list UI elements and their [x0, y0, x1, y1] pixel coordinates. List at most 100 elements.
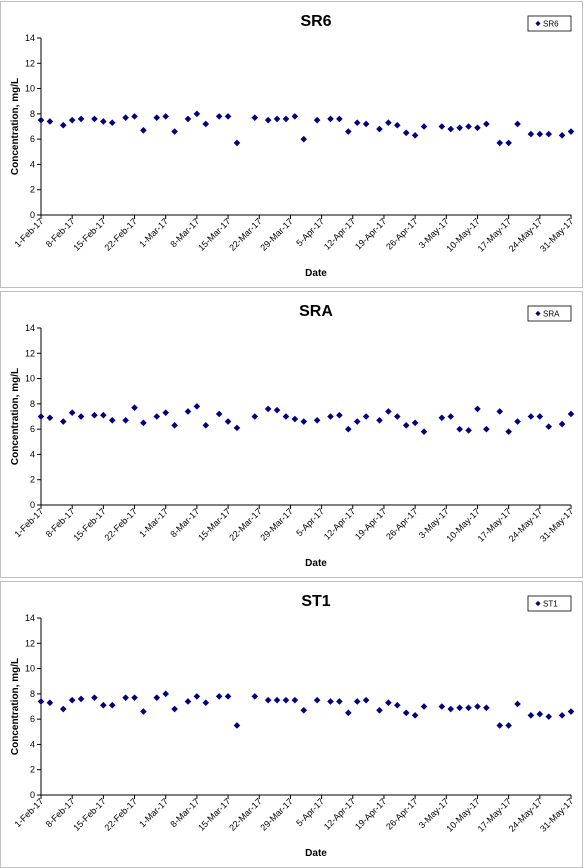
- data-point: [505, 139, 512, 147]
- data-point: [202, 422, 210, 429]
- data-point: [394, 701, 401, 709]
- data-point: [46, 118, 54, 125]
- data-point: [100, 701, 107, 709]
- x-axis-label: Date: [305, 848, 327, 859]
- y-tick-label: 10: [25, 374, 35, 384]
- data-point: [140, 126, 147, 134]
- x-tick-label: 5-Apr-17: [294, 506, 326, 538]
- data-point: [447, 705, 455, 713]
- data-point: [420, 428, 428, 435]
- y-tick-label: 10: [25, 84, 35, 94]
- data-point: [37, 116, 45, 124]
- x-tick-label: 19-Apr-17: [353, 796, 388, 831]
- data-point: [291, 696, 299, 704]
- data-point: [438, 703, 446, 710]
- data-point: [483, 120, 490, 128]
- data-point: [273, 115, 281, 123]
- x-tick-label: 1-Feb-17: [13, 216, 46, 249]
- y-tick-label: 6: [30, 424, 35, 434]
- x-axis-label: Date: [305, 558, 327, 569]
- data-point: [131, 404, 138, 411]
- data-point: [402, 422, 410, 429]
- x-tick-label: 1-Mar-17: [137, 796, 170, 829]
- data-point: [233, 722, 241, 729]
- data-point: [558, 132, 566, 139]
- data-point: [505, 722, 512, 729]
- data-point: [108, 119, 116, 127]
- data-point: [313, 696, 321, 704]
- data-point: [545, 423, 553, 430]
- chart-title: ST1: [301, 593, 330, 610]
- x-tick-label: 31-May-17: [538, 796, 575, 833]
- data-point: [300, 418, 308, 425]
- y-tick-label: 0: [30, 500, 35, 510]
- data-point: [215, 410, 223, 418]
- data-point: [420, 703, 428, 710]
- x-tick-label: 1-Mar-17: [137, 216, 170, 249]
- x-tick-label: 19-Apr-17: [353, 506, 388, 541]
- data-point: [567, 410, 575, 418]
- data-point: [91, 411, 98, 419]
- data-point: [385, 119, 392, 127]
- data-point: [438, 123, 446, 130]
- data-point: [474, 124, 481, 132]
- data-point: [273, 406, 281, 414]
- y-axis-label: Concentration, mg/L: [10, 368, 21, 465]
- data-point: [300, 706, 308, 714]
- legend-marker: [535, 600, 541, 607]
- data-point: [251, 693, 259, 700]
- data-point: [153, 413, 161, 420]
- data-point: [91, 694, 98, 701]
- data-point: [327, 413, 334, 420]
- data-point: [171, 128, 178, 135]
- data-point: [456, 425, 463, 433]
- x-tick-label: 15-Mar-17: [196, 796, 232, 832]
- x-tick-label: 22-Mar-17: [227, 216, 263, 252]
- data-point: [37, 413, 45, 420]
- data-point: [483, 704, 490, 712]
- x-tick-label: 26-Apr-17: [384, 216, 419, 251]
- data-point: [291, 113, 299, 120]
- data-point: [184, 698, 192, 705]
- data-point: [233, 424, 241, 432]
- data-point: [162, 113, 170, 120]
- data-point: [353, 418, 361, 425]
- x-tick-label: 29-Mar-17: [258, 796, 294, 832]
- x-tick-label: 31-May-17: [538, 506, 575, 543]
- data-point: [313, 116, 321, 124]
- data-point: [514, 700, 521, 708]
- data-point: [264, 116, 272, 124]
- x-tick-label: 5-Apr-17: [294, 216, 326, 248]
- chart-panel-sra: SRA 0 2 4 6 8 10 12 14 1-Feb-17 8-Feb-17 15-Feb-17 2…: [0, 291, 583, 578]
- data-point: [215, 113, 223, 120]
- data-point: [567, 128, 575, 135]
- data-point: [376, 706, 383, 714]
- data-point: [68, 409, 76, 417]
- data-point: [77, 413, 85, 420]
- data-point: [345, 128, 352, 135]
- data-point: [46, 414, 54, 422]
- y-tick-label: 0: [30, 210, 35, 220]
- data-point: [251, 114, 259, 121]
- legend-box: [527, 595, 572, 612]
- x-tick-label: 1-Feb-17: [13, 506, 46, 539]
- data-point: [100, 118, 107, 125]
- data-point: [171, 422, 178, 429]
- data-point: [474, 405, 481, 413]
- y-tick-label: 12: [25, 58, 35, 68]
- data-point: [385, 699, 392, 707]
- data-point: [202, 699, 210, 707]
- y-tick-label: 6: [30, 714, 35, 724]
- y-tick-label: 0: [30, 790, 35, 800]
- data-point: [527, 130, 535, 138]
- data-point: [362, 413, 370, 420]
- data-point: [108, 701, 116, 709]
- data-point: [300, 135, 308, 143]
- x-tick-label: 26-Apr-17: [384, 506, 419, 541]
- data-point: [77, 695, 85, 703]
- y-tick-label: 8: [30, 399, 35, 409]
- x-tick-label: 12-Apr-17: [322, 506, 357, 541]
- legend-label: ST1: [543, 600, 558, 609]
- data-point: [291, 415, 299, 423]
